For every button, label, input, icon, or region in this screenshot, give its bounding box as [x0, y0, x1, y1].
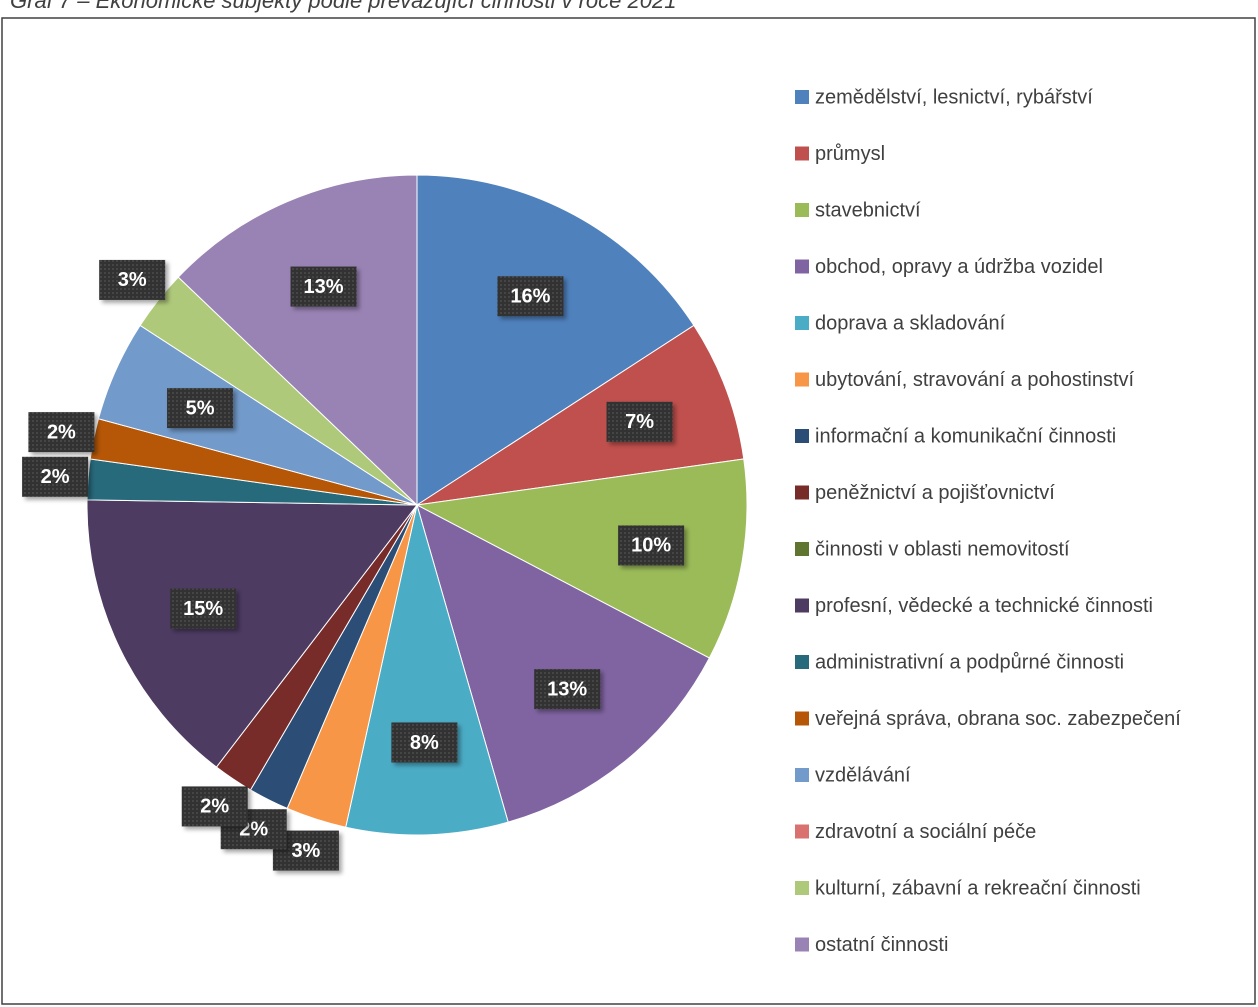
data-label-box	[290, 266, 357, 307]
data-label: 15%	[183, 598, 223, 620]
legend-label: peněžnictví a pojišťovnictví	[815, 482, 1055, 504]
data-label: 8%	[410, 732, 439, 754]
data-label: 2%	[200, 796, 229, 818]
legend-swatch	[795, 768, 809, 782]
data-label: 13%	[547, 678, 587, 700]
pie-slice	[345, 504, 509, 836]
pie-slice	[416, 504, 711, 823]
legend-label: stavebnictví	[815, 199, 921, 221]
legend-label: průmysl	[815, 143, 885, 165]
legend-swatch	[795, 316, 809, 330]
legend-swatch	[795, 881, 809, 895]
data-label: 2%	[47, 421, 76, 443]
data-label: 13%	[304, 276, 344, 298]
legend-label: veřejná správa, obrana soc. zabezpečení	[815, 708, 1181, 730]
data-label: 3%	[291, 840, 320, 862]
legend-swatch	[795, 203, 809, 217]
data-label: 7%	[625, 411, 654, 433]
legend-label: obchod, opravy a údržba vozidel	[815, 256, 1103, 278]
legend-label: zdravotní a sociální péče	[815, 821, 1036, 843]
legend-label: profesní, vědecké a technické činnosti	[815, 595, 1153, 617]
pie-slice	[86, 499, 419, 768]
legend-label: doprava a skladování	[815, 312, 1006, 334]
legend-swatch	[795, 824, 809, 839]
pie-slice	[415, 458, 748, 659]
data-label-box	[618, 525, 685, 566]
legend-label: ubytování, stravování a pohostinství	[815, 369, 1135, 391]
data-label-box	[606, 401, 673, 442]
legend-swatch	[795, 711, 809, 726]
data-label-box	[28, 412, 95, 453]
data-label: 16%	[510, 286, 550, 308]
legend-swatch	[795, 598, 809, 613]
data-label-box	[534, 669, 601, 710]
chart-title: Graf 7 – Ekonomické subjekty podle převa…	[10, 0, 676, 13]
data-label: 2%	[41, 466, 70, 488]
legend-label: činnosti v oblasti nemovitostí	[815, 538, 1070, 560]
pie-slice	[416, 174, 695, 506]
legend-label: vzdělávání	[815, 764, 911, 786]
data-label-box	[99, 259, 166, 300]
legend-label: kulturní, zábavní a rekreační činnosti	[815, 877, 1141, 899]
legend-swatch	[795, 372, 809, 387]
data-label-box	[497, 276, 564, 317]
data-label-box	[22, 456, 89, 497]
legend-swatch	[795, 655, 809, 669]
legend-swatch	[795, 146, 809, 161]
data-label: 5%	[186, 397, 215, 419]
pie-slice	[177, 174, 418, 507]
legend-label: informační a komunikační činnosti	[815, 425, 1116, 447]
data-label-box	[181, 786, 248, 827]
pie-slice	[416, 324, 745, 506]
legend-swatch	[795, 542, 809, 556]
data-label-box	[170, 588, 237, 629]
data-label: 3%	[118, 269, 147, 291]
data-label-box	[167, 388, 234, 429]
legend-swatch	[795, 485, 809, 500]
legend-swatch	[795, 937, 809, 952]
legend-swatch	[795, 259, 809, 274]
data-label-box	[391, 722, 458, 763]
legend-label: zemědělství, lesnictví, rybářství	[815, 86, 1093, 108]
legend-swatch	[795, 90, 809, 104]
legend-label: administrativní a podpůrné činnosti	[815, 651, 1124, 673]
data-label: 10%	[631, 535, 671, 557]
legend-label: ostatní činnosti	[815, 934, 948, 956]
legend-swatch	[795, 429, 809, 443]
